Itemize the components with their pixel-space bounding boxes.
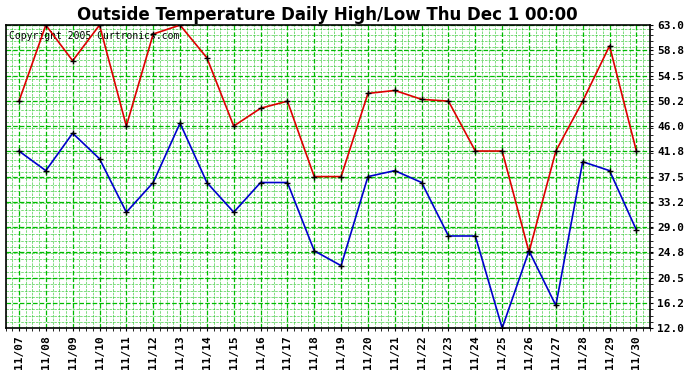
Text: Copyright 2005 Curtronics.com: Copyright 2005 Curtronics.com [9, 31, 179, 41]
Title: Outside Temperature Daily High/Low Thu Dec 1 00:00: Outside Temperature Daily High/Low Thu D… [77, 6, 578, 24]
